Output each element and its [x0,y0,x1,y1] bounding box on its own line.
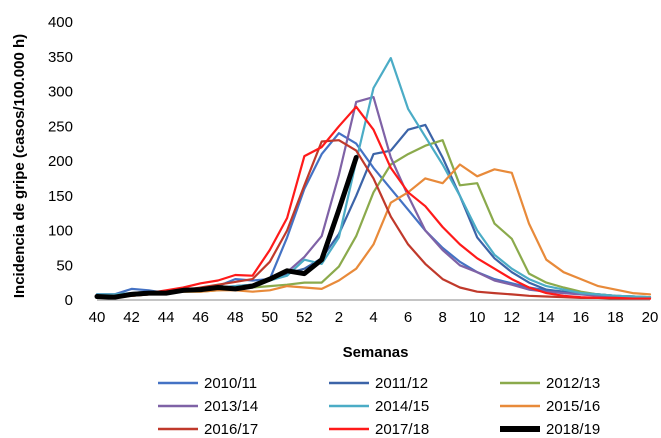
legend-label: 2017/18 [375,421,429,438]
series-line-2016-17 [95,139,652,300]
legend-label: 2011/12 [375,375,428,392]
y-tick-label: 300 [48,84,73,101]
x-tick-label: 42 [123,309,140,326]
legend-label: 2018/19 [546,421,600,438]
series-line-2018-19 [94,155,359,300]
y-axis-title: Incidencia de gripe (casos/100.000 h) [11,34,28,298]
legend-label: 2010/11 [204,375,257,392]
series-line-2013-14 [95,96,652,299]
x-tick-label: 46 [192,309,209,326]
legend-label: 2013/14 [204,398,258,415]
x-axis-ticks: 40 42 44 46 48 50 52 2 4 6 8 10 12 14 16 18 20 [89,309,659,326]
series-line-2015-16 [95,163,652,298]
x-tick-label: 14 [538,309,555,326]
x-tick-label: 20 [642,309,659,326]
x-tick-label: 10 [469,309,486,326]
legend-label: 2014/15 [375,398,429,415]
legend-label: 2015/16 [546,398,600,415]
y-axis-ticks: 0 50 100 150 200 250 300 350 400 [48,14,73,309]
y-tick-label: 0 [65,292,73,309]
x-tick-label: 50 [261,309,278,326]
x-tick-label: 12 [503,309,520,326]
y-tick-label: 250 [48,118,73,135]
x-tick-label: 18 [607,309,624,326]
y-tick-label: 150 [48,188,73,205]
y-tick-label: 100 [48,223,73,240]
legend-label: 2012/13 [546,375,600,392]
legend: 2010/11 2011/12 2012/13 2013/14 2014/15 2015/… [158,375,600,438]
y-tick-label: 50 [56,257,73,274]
x-tick-label: 16 [573,309,590,326]
y-tick-label: 200 [48,153,73,170]
x-tick-label: 4 [369,309,377,326]
x-tick-label: 8 [438,309,446,326]
y-tick-label: 400 [48,14,73,31]
x-tick-label: 44 [158,309,175,326]
x-axis-title: Semanas [343,344,409,361]
y-tick-label: 350 [48,49,73,66]
x-tick-label: 48 [227,309,244,326]
x-tick-label: 52 [296,309,313,326]
series-lines [94,57,652,300]
x-tick-label: 2 [335,309,343,326]
legend-label: 2016/17 [204,421,258,438]
x-tick-label: 40 [89,309,106,326]
x-tick-label: 6 [404,309,412,326]
series-line-2017-18 [95,105,652,300]
series-line-2011-12 [95,123,652,299]
